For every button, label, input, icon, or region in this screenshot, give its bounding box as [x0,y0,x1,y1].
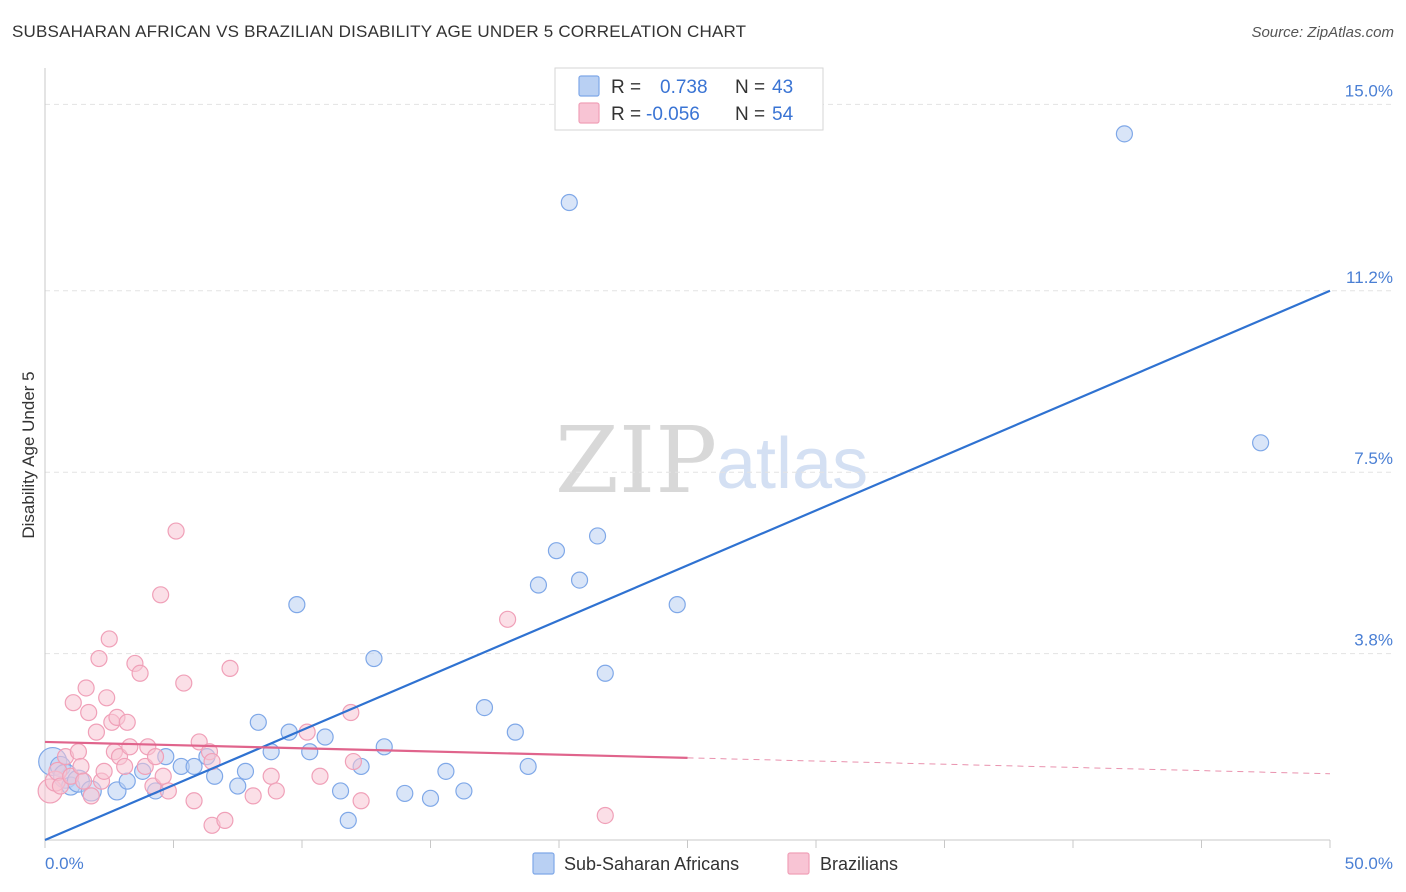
y-axis-title: Disability Age Under 5 [19,371,38,538]
brazilian-point-8 [72,757,90,776]
sub-saharan-point-15 [229,777,247,795]
legend-r-label-0: R = [611,77,641,98]
brazilian-point-46 [267,782,285,800]
sub-saharan-point-30 [437,762,455,780]
legend-swatch-brazilians [578,102,600,124]
y-tick-label-1: 7.5% [1354,449,1393,468]
brazilian-point-48 [311,767,329,785]
brazilian-point-32 [152,586,170,604]
sub-saharan-point-38 [570,571,589,589]
brazilian-point-11 [80,703,98,722]
sub-saharan-point-31 [455,782,473,800]
stats-legend: R = 0.738 N = 43 R = -0.056 N = 54 [554,67,824,131]
brazilian-trend-line [44,740,688,759]
brazilian-point-53 [596,806,614,825]
sub-saharan-point-33 [506,723,524,741]
sub-saharan-point-12 [185,757,203,776]
sub-saharan-point-37 [560,193,578,212]
sub-saharan-point-29 [421,789,440,807]
brazilian-point-14 [90,649,108,668]
legend-n-value-1: 54 [772,104,794,125]
bottom-legend-swatch-sub-saharan [532,852,555,875]
sub-saharan-point-35 [529,576,548,594]
sub-saharan-point-39 [588,527,607,545]
brazilian-point-51 [352,792,370,810]
brazilian-point-31 [146,748,165,766]
brazilian-point-9 [74,772,93,790]
brazilian-point-42 [216,811,234,829]
brazilian-point-33 [154,767,172,785]
legend-r-value-1: -0.056 [646,104,700,125]
y-tick-label-2: 11.2% [1346,268,1393,287]
sub-saharan-point-21 [301,743,319,761]
sub-saharan-point-28 [396,784,414,803]
sub-saharan-point-43 [1252,434,1270,452]
sub-saharan-point-22 [316,728,334,746]
sub-saharan-point-16 [236,762,255,780]
chart-title: SUBSAHARAN AFRICAN VS BRAZILIAN DISABILI… [12,22,747,41]
sub-saharan-point-41 [668,596,686,614]
sub-saharan-point-36 [547,542,566,560]
brazilian-point-35 [167,522,185,540]
trend-lines [44,289,1331,842]
brazilian-point-43 [221,659,239,677]
sub-saharan-point-7 [118,772,136,790]
brazilian-point-17 [98,689,116,707]
sub-saharan-point-23 [331,782,350,800]
legend-n-label-1: N = [735,104,765,125]
sub-saharan-point-17 [249,713,267,731]
sub-saharan-point-32 [475,698,494,717]
brazilian-point-7 [69,743,88,761]
grid-lines [45,103,1392,655]
brazilian-point-16 [95,762,113,780]
stats-legend-box [554,67,824,131]
y-tick-label-3: 15.0% [1345,81,1393,100]
brazilian-point-6 [64,694,82,712]
legend-swatch-sub-saharan [578,75,600,97]
sub-saharan-point-24 [339,811,357,829]
tick-labels: 3.8% 7.5% 11.2% 15.0% 0.0% 50.0% [45,81,1393,873]
legend-r-label-1: R = [611,104,641,125]
x-tick-label-0: 0.0% [45,854,84,873]
sub-saharan-point-42 [1115,125,1134,143]
legend-n-label-0: N = [735,77,765,98]
sub-saharan-point-40 [596,664,614,682]
brazilian-point-24 [118,713,136,731]
watermark-zip: ZIP [555,407,717,514]
bottom-legend-swatch-brazilians [787,852,810,875]
brazilian-point-45 [262,767,280,785]
brazilian-point-44 [244,787,262,805]
brazilian-point-50 [344,752,362,771]
brazilian-point-10 [77,679,95,697]
brazilian-point-52 [499,610,517,628]
sub-saharan-point-27 [375,738,393,756]
watermark: ZIP atlas [555,407,868,514]
brazilian-trend-line-dashed [687,757,1331,775]
sub-saharan-point-34 [519,757,537,776]
legend-n-value-0: 43 [772,77,793,98]
sub-saharan-point-26 [365,649,383,668]
x-tick-label-1: 50.0% [1345,854,1393,873]
sub-saharan-point-20 [288,596,306,614]
bottom-legend-label-brazilians: Brazilians [820,854,898,874]
brazilian-point-18 [100,630,118,648]
y-tick-label-0: 3.8% [1354,631,1393,650]
chart-source: Source: ZipAtlas.com [1251,24,1394,41]
brazilian-point-23 [116,757,134,776]
legend-r-value-0: 0.738 [660,77,708,98]
brazilian-point-13 [87,723,106,741]
brazilian-point-12 [82,787,100,805]
brazilian-point-27 [131,664,149,682]
brazilian-point-36 [175,674,193,692]
series-brazilians [37,522,614,834]
series-legend: Sub-Saharan Africans Brazilians [532,852,898,875]
sub-saharan-trend-line [44,289,1331,842]
brazilian-point-37 [185,792,203,810]
axes [44,68,1331,848]
brazilian-point-25 [121,738,139,756]
watermark-atlas: atlas [716,424,868,504]
bottom-legend-label-sub-saharan: Sub-Saharan Africans [564,854,739,874]
